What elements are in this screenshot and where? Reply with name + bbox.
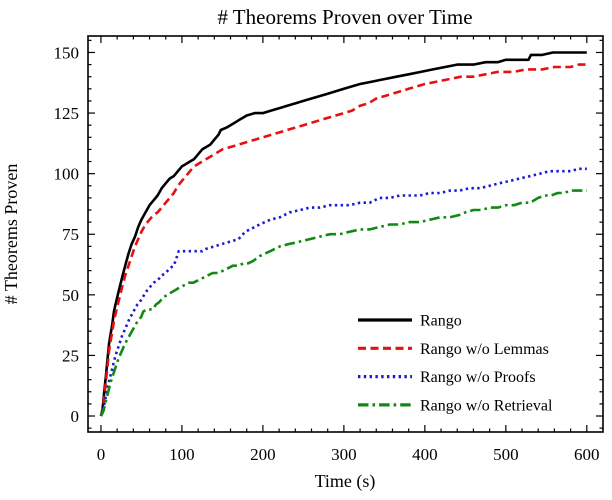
x-axis-label: Time (s) [315, 471, 376, 492]
series-line-rango [99, 51, 587, 417]
x-tick-label: 100 [169, 445, 195, 464]
x-tick-label: 0 [97, 445, 106, 464]
plot-area [87, 35, 604, 433]
y-tick-label: 0 [71, 407, 80, 426]
legend-item-rango-w-o-lemmas: Rango w/o Lemmas [358, 341, 549, 358]
y-tick-label: 150 [54, 43, 80, 62]
y-tick-label: 75 [62, 225, 79, 244]
legend-item-rango-w-o-proofs: Rango w/o Proofs [358, 369, 536, 386]
x-tick-label: 500 [493, 445, 519, 464]
y-axis-label: # Theorems Proven [1, 164, 21, 305]
legend-label: Rango w/o Proofs [420, 369, 536, 386]
chart-title: # Theorems Proven over Time [217, 5, 472, 29]
x-tick-label: 300 [331, 445, 357, 464]
legend: Rango Rango w/o Lemmas Rango w/o Proofs Ran… [358, 313, 553, 414]
x-tick-labels: 0 100 200 300 400 500 600 [97, 445, 600, 464]
series-line-rango-w-o-lemmas [99, 63, 587, 417]
legend-item-rango-w-o-retrieval: Rango w/o Retrieval [358, 397, 553, 414]
legend-item-rango: Rango [358, 313, 462, 330]
legend-label: Rango [420, 313, 462, 330]
y-tick-label: 25 [62, 346, 79, 365]
x-tick-label: 600 [574, 445, 600, 464]
x-tick-label: 200 [250, 445, 276, 464]
x-tick-label: 400 [412, 445, 438, 464]
y-tick-label: 100 [54, 165, 80, 184]
legend-label: Rango w/o Lemmas [420, 341, 549, 358]
y-tick-label: 125 [54, 104, 80, 123]
series-lines [99, 51, 587, 417]
y-tick-label: 50 [62, 286, 79, 305]
legend-label: Rango w/o Retrieval [420, 397, 553, 414]
y-tick-labels: 0 25 50 75 100 125 150 [54, 43, 80, 426]
series-line-rango-w-o-retrieval [99, 189, 587, 417]
